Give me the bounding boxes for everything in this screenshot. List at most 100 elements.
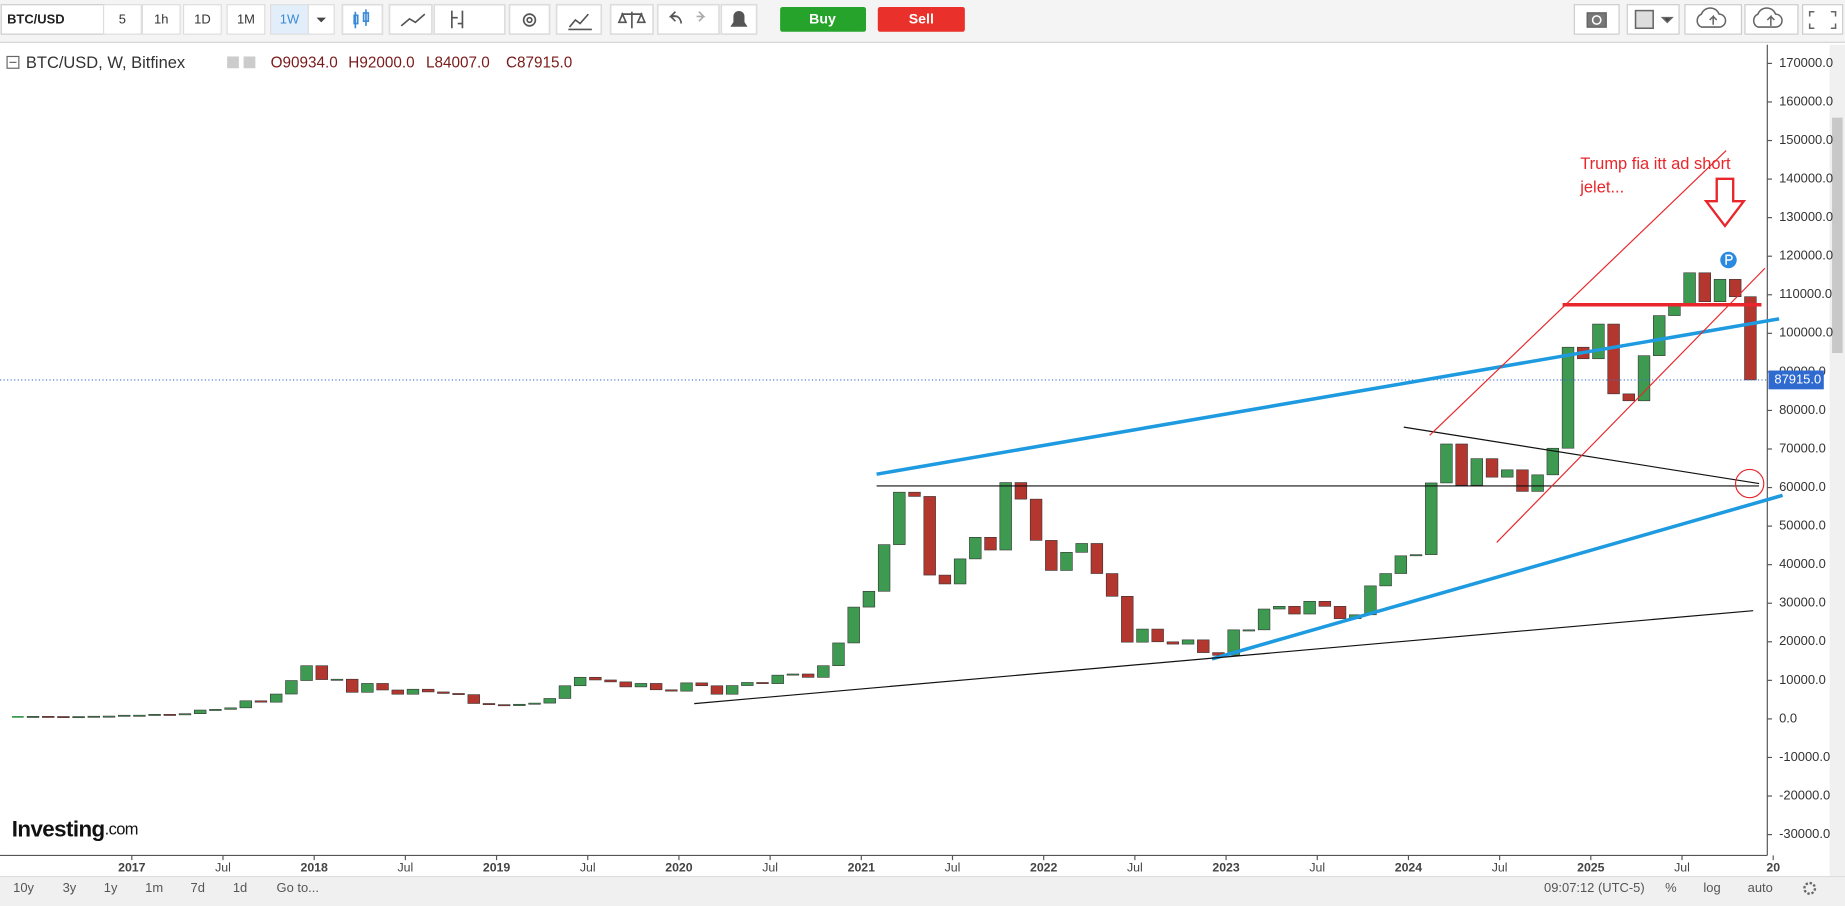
candle [437, 691, 450, 694]
auto-toggle[interactable]: auto [1748, 880, 1773, 895]
x-tick-label: 2021 [848, 861, 876, 875]
scrollbar-thumb[interactable] [1832, 117, 1843, 353]
interval-label[interactable]: 1W [280, 11, 300, 26]
candle [1501, 469, 1514, 478]
candle [118, 714, 131, 717]
range-button[interactable]: 1m [145, 880, 163, 895]
candle [254, 700, 268, 703]
y-tick-label: -10000.0 [1779, 749, 1830, 764]
interval-label[interactable]: 1h [154, 11, 168, 26]
candle [163, 714, 176, 716]
candle [391, 689, 404, 695]
x-tick-label: Jul [397, 861, 413, 875]
range-button[interactable]: 10y [13, 880, 34, 895]
candle [57, 716, 70, 718]
candle [1075, 543, 1088, 553]
candle [42, 716, 55, 718]
candle [1622, 393, 1635, 402]
range-button[interactable]: 7d [191, 880, 205, 895]
channel-line [1496, 267, 1766, 543]
symbol-box[interactable] [0, 4, 106, 35]
candle [1592, 323, 1605, 360]
candle [1257, 608, 1271, 631]
candle [148, 714, 161, 716]
symbol[interactable]: BTC/USD [7, 11, 65, 26]
candle [1227, 629, 1240, 656]
x-tick-label: 2017 [118, 861, 146, 875]
candle [999, 482, 1012, 551]
interval-label[interactable]: 1D [194, 11, 211, 26]
candle [1440, 443, 1453, 484]
channel-line [1429, 150, 1727, 436]
candle [908, 491, 921, 497]
candle [1242, 629, 1256, 632]
goto-button[interactable]: Go to... [277, 880, 319, 895]
x-tick-label: Jul [945, 861, 961, 875]
candle [1729, 279, 1742, 297]
interval-label[interactable]: 5 [119, 11, 126, 26]
close-icon[interactable] [243, 56, 256, 69]
interval-button[interactable] [226, 4, 266, 35]
candle [1090, 543, 1104, 574]
interval-button[interactable] [270, 4, 309, 35]
interval-button[interactable] [141, 4, 181, 35]
sell-label[interactable]: Sell [909, 11, 934, 27]
footer [0, 876, 1845, 906]
candle [87, 715, 100, 718]
candle [1637, 355, 1651, 402]
y-tick-label: 0.0 [1779, 710, 1797, 725]
candle [543, 698, 556, 704]
range-button[interactable]: 3y [63, 880, 77, 895]
x-tick-label: Jul [1309, 861, 1325, 875]
candle [1060, 552, 1073, 571]
candle [467, 694, 480, 704]
interval-button[interactable] [182, 4, 222, 35]
buy-label[interactable]: Buy [809, 11, 836, 27]
candle [953, 558, 967, 585]
candle [102, 715, 116, 718]
candle [801, 673, 815, 678]
badge-icon [1725, 254, 1733, 265]
y-tick-label: 20000.0 [1779, 633, 1826, 648]
candle [680, 682, 693, 692]
candle [285, 680, 298, 695]
x-tick-label: 20 [1766, 861, 1780, 875]
x-tick-label: Jul [1492, 861, 1508, 875]
chart-title: BTC/USD, W, Bitfinex [26, 54, 186, 72]
candle [1409, 554, 1423, 557]
candle [1273, 606, 1286, 610]
candle [209, 709, 222, 711]
candle [513, 703, 526, 706]
candle [969, 537, 982, 560]
y-tick-label: 130000.0 [1779, 209, 1833, 224]
right-tools[interactable] [1573, 4, 1844, 35]
ohlc-value: L84007.0 [426, 55, 490, 72]
candle [725, 685, 739, 695]
y-tick-label: 140000.0 [1779, 171, 1833, 186]
range-button[interactable]: 1y [104, 880, 118, 895]
range-button[interactable]: 1d [233, 880, 247, 895]
percent-toggle[interactable]: % [1665, 880, 1677, 895]
trendline [1211, 493, 1784, 661]
x-tick-label: Jul [762, 861, 778, 875]
x-tick-label: Jul [215, 861, 231, 875]
candle [361, 683, 374, 693]
annotation-line: jelet... [1579, 179, 1624, 197]
sell-button[interactable] [877, 7, 965, 32]
candle [1546, 447, 1560, 476]
log-toggle[interactable]: log [1703, 880, 1720, 895]
interval-button[interactable] [102, 4, 142, 35]
candle [452, 693, 465, 695]
logo: Investing.com [12, 817, 138, 842]
footer-settings[interactable] [1803, 881, 1817, 895]
candle [938, 574, 952, 585]
candle [1425, 482, 1438, 555]
buy-button[interactable] [780, 7, 867, 32]
interval-label[interactable]: 1M [237, 11, 255, 26]
candle [270, 693, 283, 703]
settings-icon[interactable] [227, 56, 239, 69]
candle [1181, 639, 1195, 645]
collapse-icon[interactable] [6, 55, 20, 69]
tool-icons [341, 3, 758, 35]
candle [133, 714, 146, 717]
